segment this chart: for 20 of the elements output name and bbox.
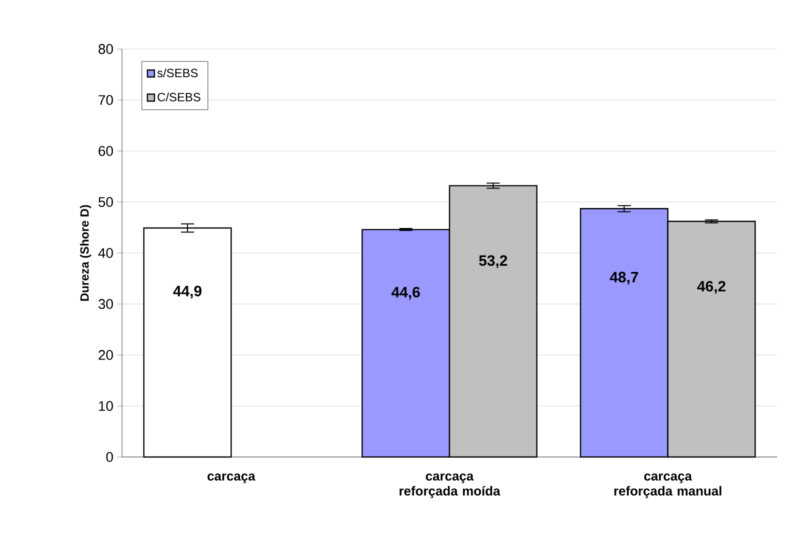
legend-label: C/SEBS	[158, 92, 200, 102]
data-label: 44,6	[392, 286, 420, 300]
legend-label: s/SEBS	[157, 68, 198, 78]
y-tick-label: 50	[98, 197, 113, 207]
y-tick-label: 40	[98, 248, 113, 258]
y-tick-label: 60	[98, 146, 113, 156]
x-tick-label: carcaça	[208, 474, 256, 484]
y-tick-label: 10	[99, 401, 113, 411]
data-label: 53,2	[479, 255, 508, 268]
y-tick-label: 30	[98, 299, 113, 309]
y-tick-label: 0	[106, 452, 113, 462]
y-axis-title: Dureza (Shore D)	[80, 205, 92, 301]
data-label: 44,9	[173, 286, 202, 298]
y-tick-label: 80	[98, 44, 113, 54]
y-tick-label: 20	[98, 350, 113, 360]
x-tick-label: carcaça reforçada moída	[400, 474, 500, 498]
x-tick-label: carcaça reforçada manual	[614, 474, 722, 498]
y-tick-label: 70	[98, 95, 113, 105]
data-label: 48,7	[610, 272, 638, 285]
data-label: 46,2	[697, 280, 726, 294]
